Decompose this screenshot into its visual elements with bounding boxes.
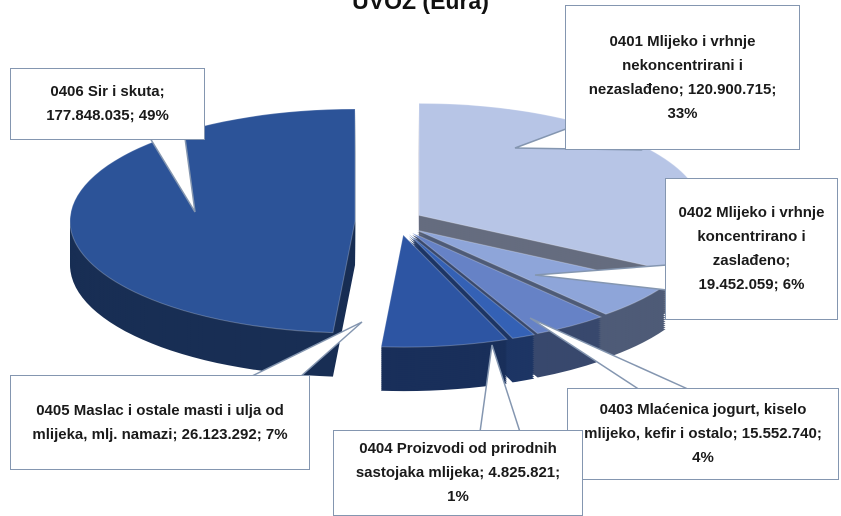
callout-text: 0402 Mlijeko i vrhnje koncentrirano i za… bbox=[676, 201, 827, 297]
label-part: 6% bbox=[782, 276, 805, 293]
label-part: 0401 Mlijeko i vrhnje nekoncentrirani i … bbox=[588, 32, 756, 98]
label-part: 177.848.035 bbox=[46, 107, 130, 124]
label-part: 0406 Sir i skuta bbox=[50, 83, 160, 100]
label-part: 120.900.715 bbox=[687, 80, 772, 98]
label-part: 0404 Proizvodi od prirodnih sastojaka ml… bbox=[355, 440, 557, 481]
slice bbox=[408, 233, 536, 339]
label-part: 15.552.740 bbox=[741, 425, 817, 442]
label-part: 1% bbox=[447, 488, 469, 505]
label-part: 19.452.059 bbox=[698, 276, 774, 293]
callout-label: 0404 Proizvodi od prirodnih sastojaka ml… bbox=[333, 430, 583, 516]
callout-text: 0403 Mlaćenica jogurt, kiselo mlijeko, k… bbox=[578, 398, 828, 470]
label-part: 49% bbox=[138, 107, 169, 124]
label-part: 7% bbox=[265, 425, 288, 443]
label-part: 0402 Mlijeko i vrhnje koncentrirano i za… bbox=[678, 204, 825, 269]
label-part: ; bbox=[732, 425, 738, 442]
callout-label: 0406 Sir i skuta; 177.848.035; 49% bbox=[10, 68, 205, 140]
label-part: 33% bbox=[667, 104, 698, 122]
label-part: ; bbox=[785, 252, 791, 269]
label-part: ; bbox=[678, 80, 684, 98]
callout-label: 0405 Maslac i ostale masti i ulja od mli… bbox=[10, 375, 310, 470]
label-part: 26.123.292 bbox=[181, 425, 257, 443]
label-part: ; bbox=[771, 80, 777, 98]
label-part: 0405 Maslac i ostale masti i ulja od mli… bbox=[32, 401, 284, 443]
callout-label: 0401 Mlijeko i vrhnje nekoncentrirani i … bbox=[565, 5, 800, 150]
chart-title: UVOZ (Eura) bbox=[352, 0, 489, 14]
label-part: ; bbox=[773, 276, 779, 293]
callout-label: 0403 Mlaćenica jogurt, kiselo mlijeko, k… bbox=[567, 388, 839, 480]
callout-text: 0404 Proizvodi od prirodnih sastojaka ml… bbox=[344, 437, 572, 509]
callout-text: 0405 Maslac i ostale masti i ulja od mli… bbox=[21, 399, 299, 447]
label-part: ; bbox=[256, 425, 262, 443]
label-part: ; bbox=[479, 464, 485, 481]
callout-text: 0406 Sir i skuta; 177.848.035; 49% bbox=[21, 80, 194, 128]
label-part: 4.825.821 bbox=[488, 464, 556, 481]
label-part: ; bbox=[129, 107, 135, 124]
label-part: 4% bbox=[692, 449, 714, 466]
slice bbox=[411, 232, 603, 335]
label-part: ; bbox=[816, 425, 822, 442]
callout-label: 0402 Mlijeko i vrhnje koncentrirano i za… bbox=[665, 178, 838, 320]
label-part: ; bbox=[159, 83, 165, 100]
callout-text: 0401 Mlijeko i vrhnje nekoncentrirani i … bbox=[576, 30, 789, 126]
label-part: 0403 Mlaćenica jogurt, kiselo mlijeko, k… bbox=[584, 401, 807, 442]
slice bbox=[69, 108, 356, 334]
label-part: ; bbox=[555, 464, 561, 481]
slice bbox=[380, 234, 508, 348]
label-part: ; bbox=[172, 425, 178, 443]
